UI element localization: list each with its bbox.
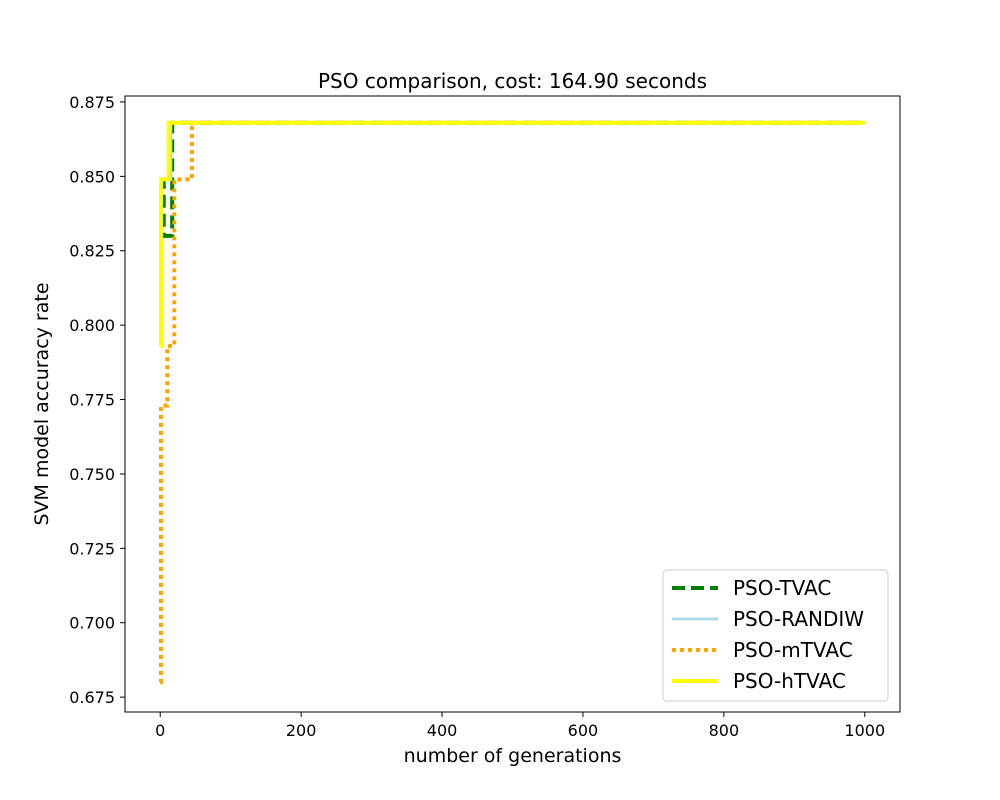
y-tick-label: 0.750: [69, 465, 115, 484]
y-tick-label: 0.875: [69, 93, 115, 112]
x-tick-label: 0: [155, 721, 165, 740]
series-line-pso-mtvac: [158, 120, 865, 685]
y-tick-label: 0.825: [69, 242, 115, 261]
x-tick-label: 200: [286, 721, 317, 740]
x-tick-label: 1000: [844, 721, 885, 740]
legend-items: PSO-TVAC PSO-RANDIW PSO-mTVAC PSO-hTVAC: [672, 576, 864, 693]
y-tick-label: 0.800: [69, 316, 115, 335]
series-line-pso-htvac: [158, 120, 865, 348]
legend: PSO-TVAC PSO-RANDIW PSO-mTVAC PSO-hTVAC: [662, 569, 889, 702]
legend-label-pso-tvac: PSO-TVAC: [733, 576, 831, 600]
x-axis-title: number of generations: [404, 745, 622, 767]
plot-frame: [124, 95, 901, 713]
y-tick-label: 0.700: [69, 614, 115, 633]
y-tick-label: 0.725: [69, 539, 115, 558]
x-tick-label: 600: [568, 721, 599, 740]
y-axis-title: SVM model accuracy rate: [31, 282, 53, 525]
legend-label-pso-mtvac: PSO-mTVAC: [733, 638, 853, 662]
x-axis-ticks: 0 200 400 600 800 1000: [155, 712, 885, 740]
y-tick-label: 0.850: [69, 167, 115, 186]
y-axis-ticks: 0.675 0.700 0.725 0.750 0.775 0.800 0.825 0.850…: [69, 93, 125, 707]
legend-box: [662, 569, 889, 702]
x-tick-label: 400: [427, 721, 458, 740]
series-layer: [158, 120, 865, 685]
legend-label-pso-randiw: PSO-RANDIW: [733, 607, 864, 631]
x-tick-label: 800: [709, 721, 740, 740]
chart-title: PSO comparison, cost: 164.90 seconds: [318, 69, 707, 93]
y-tick-label: 0.775: [69, 391, 115, 410]
y-tick-label: 0.675: [69, 688, 115, 707]
legend-label-pso-htvac: PSO-hTVAC: [733, 669, 846, 693]
